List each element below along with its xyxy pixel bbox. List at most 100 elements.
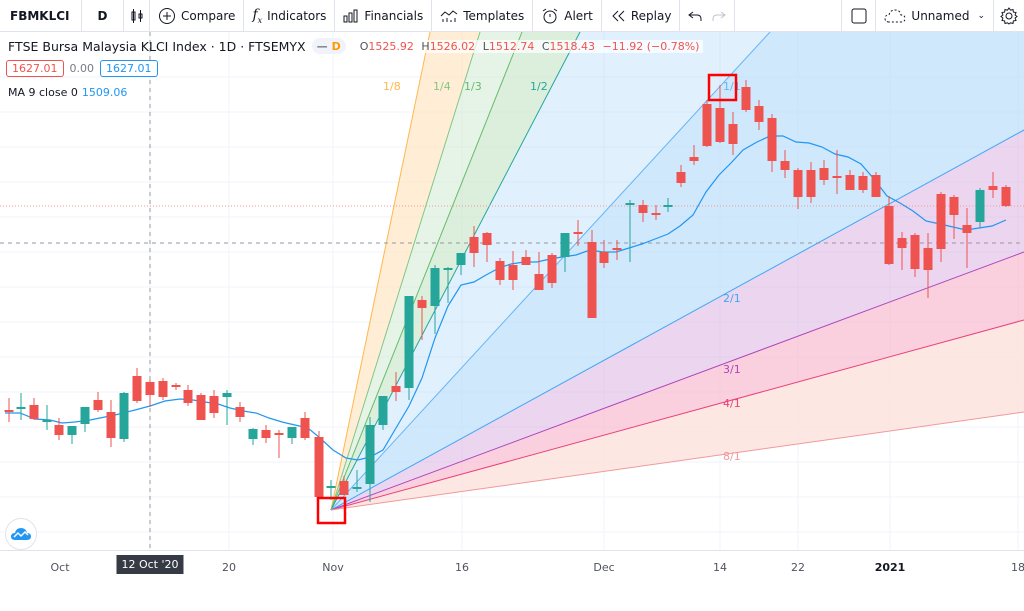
candle <box>923 233 933 298</box>
candle <box>625 200 635 262</box>
candle <box>93 392 103 412</box>
time-tick: 18 <box>1011 561 1024 574</box>
undo-redo-group <box>680 0 736 31</box>
replay-button[interactable]: Replay <box>602 0 681 31</box>
candle <box>287 427 297 444</box>
candle <box>780 150 790 178</box>
time-tick: 2021 <box>874 561 906 574</box>
candle <box>314 431 324 497</box>
cloud-icon <box>884 8 906 22</box>
alert-label: Alert <box>564 8 593 23</box>
candle <box>196 393 206 420</box>
bottom-strip <box>0 580 1024 611</box>
candle <box>261 425 271 443</box>
candle <box>365 417 375 502</box>
candle <box>443 267 453 303</box>
candle <box>521 250 531 265</box>
alarm-clock-icon <box>542 8 558 23</box>
chevron-down-icon: ⌄ <box>977 10 985 21</box>
candle <box>663 198 673 212</box>
fullscreen-button[interactable] <box>842 0 877 31</box>
candle <box>391 372 401 401</box>
candles-icon <box>131 8 142 23</box>
svg-text:1/2: 1/2 <box>530 80 548 93</box>
candle <box>469 226 479 267</box>
ohlc-values: O1525.92 H1526.02 L1512.74 C1518.43 −11.… <box>359 39 704 53</box>
fib-fan <box>330 32 1024 511</box>
candle <box>80 407 90 432</box>
redo-icon[interactable] <box>712 10 727 22</box>
undo-icon[interactable] <box>688 10 702 22</box>
candle <box>689 145 699 165</box>
candle <box>235 402 245 422</box>
compare-button[interactable]: Compare <box>150 0 245 31</box>
candle <box>560 233 570 272</box>
candle <box>806 162 816 203</box>
financials-button[interactable]: Financials <box>335 0 433 31</box>
candle <box>702 100 712 147</box>
alert-button[interactable]: Alert <box>533 0 602 31</box>
indicators-button[interactable]: fx Indicators <box>244 0 336 31</box>
candle <box>495 258 505 285</box>
candle <box>145 380 155 407</box>
ma-legend[interactable]: MA 9 close 0 1509.06 <box>8 86 127 99</box>
market-status-badge[interactable]: — D <box>311 38 346 54</box>
candle <box>326 480 336 500</box>
candle <box>988 172 998 198</box>
candle <box>651 205 661 220</box>
sell-price-button[interactable]: 1627.01 <box>6 60 64 77</box>
candle <box>132 368 142 403</box>
candle <box>106 400 116 447</box>
candle <box>482 232 492 262</box>
cloud-chart-icon <box>11 528 31 540</box>
fan-origin-highlight <box>316 496 347 525</box>
candle <box>534 252 544 290</box>
candle <box>587 230 597 318</box>
candle <box>430 265 440 334</box>
candle <box>858 172 868 193</box>
candle <box>871 172 881 197</box>
candle <box>715 85 725 143</box>
svg-text:3/1: 3/1 <box>723 363 741 376</box>
candle <box>793 168 803 209</box>
fx-icon: fx <box>252 6 263 25</box>
buy-price-button[interactable]: 1627.01 <box>100 60 158 77</box>
candle <box>754 100 764 130</box>
candle <box>936 192 946 262</box>
candle <box>29 398 39 420</box>
templates-icon <box>440 9 458 22</box>
candle <box>1001 185 1011 207</box>
candle <box>949 195 959 239</box>
candle <box>573 220 583 246</box>
top-toolbar: FBMKLCI D Compare fx Indicators Financia… <box>0 0 1024 32</box>
candle <box>547 253 557 288</box>
candle <box>119 392 129 442</box>
candle <box>897 232 907 270</box>
candle <box>274 430 284 458</box>
candle <box>884 196 894 265</box>
bar-chart-icon <box>343 9 358 22</box>
ma-label: MA 9 close 0 <box>8 86 78 99</box>
templates-button[interactable]: Templates <box>432 0 534 31</box>
price-chart[interactable]: 1/8 1/4 1/3 1/2 1/1 2/1 3/1 4/1 8/1 <box>0 32 1024 550</box>
settings-button[interactable] <box>994 0 1024 31</box>
symbol-search-button[interactable]: FBMKLCI <box>0 0 82 31</box>
chart-pane[interactable]: 1/8 1/4 1/3 1/2 1/1 2/1 3/1 4/1 8/1 <box>0 32 1024 550</box>
chart-type-button[interactable] <box>124 0 150 31</box>
tradingview-logo-button[interactable] <box>5 518 37 550</box>
square-icon <box>851 8 867 23</box>
layout-button[interactable]: Unnamed ⌄ <box>876 0 994 31</box>
svg-text:4/1: 4/1 <box>723 397 741 410</box>
time-tick: Nov <box>322 561 344 574</box>
candle <box>339 476 349 495</box>
candle <box>16 393 26 420</box>
candlestick-series <box>4 80 1011 502</box>
replay-label: Replay <box>630 8 672 23</box>
interval-button[interactable]: D <box>82 0 124 31</box>
templates-label: Templates <box>463 8 525 23</box>
candle <box>767 114 777 172</box>
time-axis[interactable]: 12 Oct '20 Oct 20 Nov 16 Dec 14 22 2021 18 <box>0 550 1024 581</box>
candle <box>676 165 686 187</box>
svg-text:1/3: 1/3 <box>464 80 482 93</box>
candle <box>417 296 427 340</box>
